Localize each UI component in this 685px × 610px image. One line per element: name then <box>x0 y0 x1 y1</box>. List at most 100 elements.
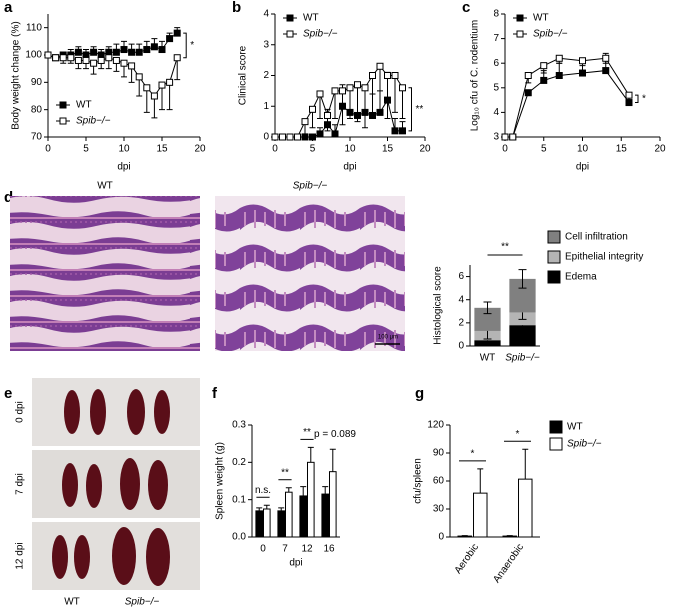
x-tick-label: 16 <box>323 544 335 555</box>
bar <box>328 471 337 538</box>
marker <box>82 56 90 64</box>
marker <box>555 72 563 79</box>
x-tick-label: 7 <box>282 544 288 555</box>
marker <box>509 133 517 141</box>
error-bar <box>329 448 336 472</box>
significance: * <box>471 449 475 460</box>
y-tick-label: 0.3 <box>232 420 246 431</box>
significance: * <box>516 429 520 440</box>
marker <box>316 90 324 98</box>
y-tick-label: 2 <box>458 317 464 328</box>
marker <box>555 54 563 62</box>
marker <box>301 133 309 141</box>
error-bar <box>307 446 314 463</box>
x-tick-label: 5 <box>83 144 89 155</box>
y-tick-label: 6 <box>493 58 499 69</box>
significance: ** <box>303 427 311 438</box>
legend-swatch <box>547 250 561 264</box>
marker <box>376 62 384 70</box>
error-bar <box>332 90 338 120</box>
y-tick-label: 0 <box>438 532 444 543</box>
marker <box>143 84 151 92</box>
y-tick-label: 3 <box>493 132 499 143</box>
marker <box>143 46 151 54</box>
y-tick-label: 0 <box>458 341 464 352</box>
marker <box>540 62 548 70</box>
legend-marker <box>59 117 67 125</box>
legend-label: Spib−/− <box>303 29 338 40</box>
bar <box>255 510 264 538</box>
legend-swatch <box>549 420 563 434</box>
x-tick-label: 5 <box>541 144 547 155</box>
column-label: Spib−/− <box>125 597 160 608</box>
series-line <box>505 57 630 138</box>
bar <box>502 535 517 538</box>
y-tick-label: 2 <box>263 70 269 81</box>
image-title: WT <box>97 181 113 192</box>
y-tick-label: 8 <box>493 9 499 20</box>
x-tick-label: Anaerobic <box>491 542 526 585</box>
error-bar <box>278 507 285 511</box>
error-bar <box>377 66 383 113</box>
marker <box>59 54 67 62</box>
marker <box>74 56 82 64</box>
y-tick-label: 0.2 <box>232 457 246 468</box>
x-tick-label: WT <box>480 353 496 364</box>
series-line <box>275 98 403 138</box>
marker <box>602 54 610 62</box>
y-tick-label: 60 <box>433 476 445 487</box>
y-tick-label: 110 <box>26 22 42 33</box>
y-tick-label: 0.1 <box>232 494 246 505</box>
marker <box>361 84 369 92</box>
significance: p = 0.089 <box>314 429 356 440</box>
y-tick-label: 120 <box>427 420 444 431</box>
marker <box>324 111 331 119</box>
scale-bar-label: 100 μm <box>378 335 398 341</box>
y-axis-title: cfu/spleen <box>413 458 424 504</box>
significance-bracket <box>635 94 639 104</box>
marker <box>166 78 174 86</box>
marker <box>135 73 143 81</box>
bar <box>277 510 286 538</box>
marker <box>540 76 548 84</box>
legend-label: Spib−/− <box>567 439 602 450</box>
panel-label: f <box>212 385 218 402</box>
y-tick-label: 4 <box>458 294 464 305</box>
marker <box>112 56 120 64</box>
legend-label: WT <box>533 13 549 24</box>
y-tick-label: 70 <box>31 132 43 143</box>
bar <box>473 492 488 538</box>
x-tick-label: 0 <box>272 144 278 155</box>
marker <box>369 72 376 79</box>
significance: n.s. <box>255 485 271 496</box>
panel-label: a <box>4 0 13 16</box>
error-bar <box>256 507 263 511</box>
marker <box>150 43 158 51</box>
panel-label: e <box>4 385 12 402</box>
x-tick-label: 15 <box>616 144 628 155</box>
y-tick-label: 80 <box>31 104 43 115</box>
panel-label: d <box>4 189 13 206</box>
marker <box>331 87 339 95</box>
y-tick-label: 90 <box>433 448 445 459</box>
error-bar <box>151 96 158 119</box>
marker <box>120 46 128 54</box>
bar <box>321 493 330 538</box>
series-line <box>505 70 630 138</box>
legend-marker <box>286 14 294 22</box>
legend-label: Cell infiltration <box>565 232 628 243</box>
row-label: 12 dpi <box>15 542 26 569</box>
legend-marker <box>59 101 67 109</box>
legend-swatch <box>547 270 561 284</box>
marker <box>339 87 346 95</box>
image-title: Spib−/− <box>293 181 328 192</box>
error-bar <box>369 75 376 120</box>
x-tick-label: 10 <box>118 144 130 155</box>
significance: ** <box>281 467 289 478</box>
bar-segment <box>474 307 501 331</box>
marker <box>90 59 98 67</box>
y-tick-label: 6 <box>458 271 464 282</box>
marker <box>150 92 158 100</box>
y-tick-label: 30 <box>433 504 445 515</box>
error-bar <box>300 486 307 496</box>
